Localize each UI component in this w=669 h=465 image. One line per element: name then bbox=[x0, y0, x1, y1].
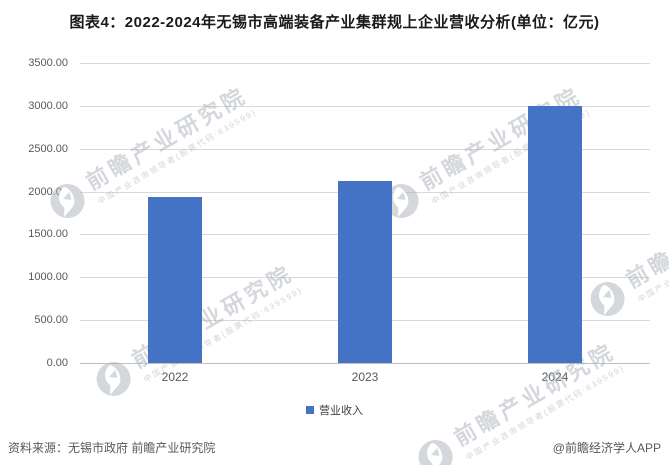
qianzhan-logo-icon bbox=[418, 440, 453, 465]
x-tick-label: 2023 bbox=[351, 370, 379, 384]
y-tick-label: 1000.00 bbox=[28, 271, 68, 284]
legend-marker-square bbox=[306, 406, 314, 414]
credit-text: @前瞻经济学人APP bbox=[552, 441, 661, 455]
x-axis-line bbox=[80, 363, 650, 364]
plot-area bbox=[80, 63, 650, 364]
legend-label: 营业收入 bbox=[319, 405, 363, 417]
bar-2024 bbox=[528, 105, 582, 363]
chart-title: 图表4：2022-2024年无锡市高端装备产业集群规上企业营收分析(单位：亿元) bbox=[69, 14, 600, 31]
y-tick-label: 3500.00 bbox=[28, 57, 68, 69]
x-tick-label: 2022 bbox=[161, 370, 189, 384]
y-tick-label: 0.00 bbox=[46, 357, 68, 369]
gridline bbox=[80, 105, 650, 107]
y-tick-label: 2000.00 bbox=[28, 185, 68, 198]
gridline bbox=[80, 63, 650, 64]
bar-2023 bbox=[338, 181, 392, 363]
legend: 营业收入 bbox=[0, 402, 669, 418]
y-tick-label: 500.00 bbox=[34, 314, 68, 327]
gridline bbox=[80, 148, 650, 150]
source-text: 资料来源：无锡市政府 前瞻产业研究院 bbox=[8, 441, 216, 455]
y-tick-label: 1500.00 bbox=[28, 228, 68, 241]
y-tick-label: 3000.00 bbox=[28, 99, 68, 112]
x-tick-label: 2024 bbox=[541, 370, 569, 384]
bar-2022 bbox=[148, 197, 202, 363]
y-tick-label: 2500.00 bbox=[28, 142, 68, 155]
